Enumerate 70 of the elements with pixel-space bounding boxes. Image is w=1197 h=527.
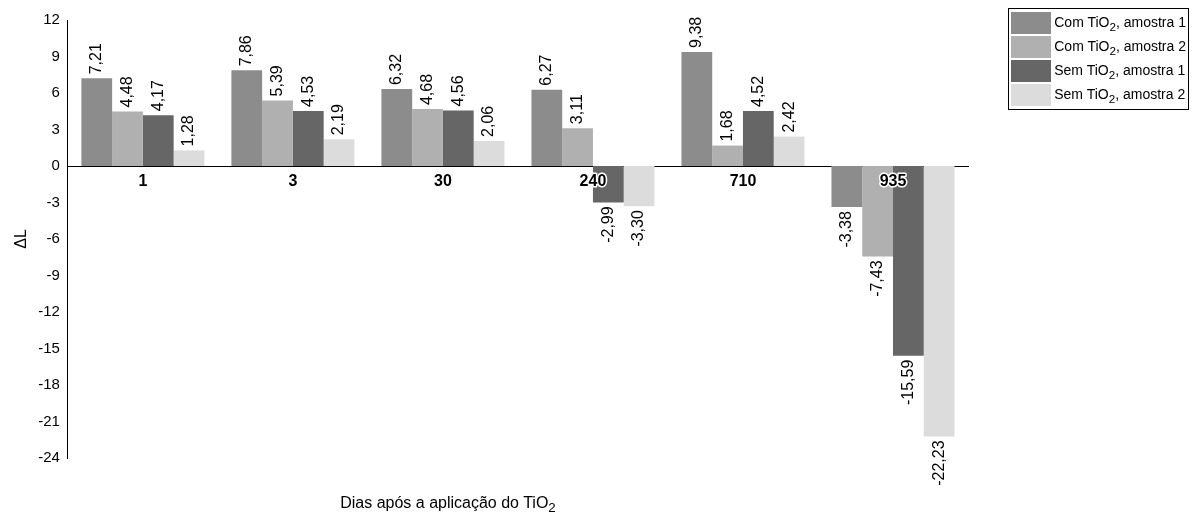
data-label: 2,42 [779, 101, 797, 133]
bar [623, 166, 655, 207]
y-tick-label: -24 [38, 448, 60, 466]
x-tick-label: 3 [288, 172, 298, 190]
x-tick-label: 710 [729, 172, 757, 190]
y-tick-label: -6 [46, 229, 60, 247]
x-tick-label: 240 [579, 172, 607, 190]
bar [773, 136, 805, 166]
data-label: -22,23 [929, 440, 947, 486]
data-label: 2,19 [329, 104, 347, 136]
data-label: 7,86 [237, 35, 255, 67]
y-tick-label: 9 [51, 46, 60, 64]
bar [923, 166, 955, 437]
y-tick-label: -15 [38, 338, 60, 356]
bar [412, 109, 443, 166]
data-label: 4,48 [117, 76, 135, 108]
data-label: 4,52 [748, 75, 766, 108]
data-label: -15,59 [898, 359, 916, 406]
x-tick-label: 30 [434, 172, 452, 190]
y-tick-label: 6 [51, 83, 60, 101]
y-tick-label: -18 [38, 375, 60, 393]
bar [531, 89, 563, 166]
data-label: 5,39 [267, 65, 285, 97]
bar [831, 166, 863, 208]
bar [442, 110, 474, 166]
y-tick-label: -3 [46, 192, 60, 210]
data-label: 4,68 [417, 73, 435, 106]
y-tick-label: -9 [46, 265, 60, 283]
bar [262, 100, 293, 166]
data-label: 7,21 [87, 43, 105, 75]
legend-label: Com TiO$_{2}$, amostra 1 [1054, 13, 1186, 33]
bar [142, 115, 174, 166]
y-tick-label: -21 [38, 411, 60, 429]
data-label: 4,56 [448, 75, 466, 107]
y-axis-title: ΔL [12, 229, 30, 249]
bar [292, 110, 324, 166]
bar [323, 139, 355, 166]
y-tick-label: 3 [51, 119, 60, 137]
data-label: 1,28 [179, 115, 197, 147]
data-label: 6,27 [537, 54, 555, 86]
bar [742, 111, 774, 166]
bar [112, 111, 143, 166]
data-label: 4,53 [298, 75, 316, 107]
bar [712, 145, 743, 166]
x-tick-label: 935 [879, 172, 907, 190]
bar [381, 89, 413, 166]
data-label: 3,11 [567, 94, 585, 125]
legend-label: Sem TiO$_{2}$, amostra 2 [1054, 85, 1186, 105]
bar [173, 150, 205, 166]
data-label: 9,38 [687, 16, 705, 48]
data-label: -2,99 [598, 206, 616, 243]
bar [81, 78, 113, 166]
bar [473, 140, 505, 166]
data-label: 6,32 [387, 53, 405, 86]
data-label: -3,30 [629, 210, 647, 247]
bar [562, 128, 593, 166]
bar [231, 70, 263, 166]
y-tick-label: -12 [38, 302, 60, 320]
data-label: 1,68 [718, 110, 735, 142]
x-axis-title: Dias após a aplicação do TiO$_{2}$ [339, 494, 557, 516]
legend-label: Sem TiO$_{2}$, amostra 1 [1054, 61, 1186, 81]
data-label: -7,43 [868, 260, 886, 297]
legend-label: Com TiO$_{2}$, amostra 2 [1054, 37, 1186, 57]
data-label: -3,38 [837, 211, 855, 248]
bar [681, 51, 713, 166]
data-label: 4,17 [148, 80, 166, 112]
data-label: 2,06 [479, 105, 497, 137]
y-tick-label: 12 [43, 10, 60, 28]
x-tick-label: 1 [138, 172, 148, 190]
y-tick-label: 0 [51, 156, 60, 174]
